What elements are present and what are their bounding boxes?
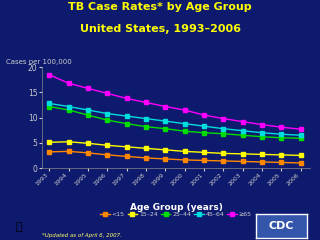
Line: <15: <15 bbox=[48, 150, 302, 165]
Text: Cases per 100,000: Cases per 100,000 bbox=[6, 59, 72, 65]
15–24 bbox=[183, 150, 187, 153]
25–44 bbox=[47, 105, 51, 108]
25–44 bbox=[299, 137, 303, 140]
15–24 bbox=[144, 147, 148, 150]
25–44 bbox=[279, 136, 283, 139]
45–64 bbox=[105, 112, 109, 115]
Text: United States, 1993–2006: United States, 1993–2006 bbox=[79, 24, 241, 34]
≥65 bbox=[67, 82, 71, 85]
<15 bbox=[164, 157, 167, 160]
≥65 bbox=[221, 117, 225, 120]
Legend: <15, 15–24, 25–44, 45–64, ≥65: <15, 15–24, 25–44, 45–64, ≥65 bbox=[98, 210, 254, 220]
≥65 bbox=[125, 97, 129, 100]
<15 bbox=[67, 150, 71, 153]
<15 bbox=[279, 161, 283, 164]
25–44 bbox=[67, 109, 71, 112]
≥65 bbox=[241, 120, 244, 123]
≥65 bbox=[260, 123, 264, 126]
<15 bbox=[299, 162, 303, 164]
<15 bbox=[105, 153, 109, 156]
25–44 bbox=[105, 119, 109, 121]
25–44 bbox=[144, 125, 148, 128]
≥65 bbox=[105, 92, 109, 95]
45–64 bbox=[144, 117, 148, 120]
<15 bbox=[86, 151, 90, 154]
≥65 bbox=[164, 105, 167, 108]
15–24 bbox=[105, 144, 109, 147]
Line: 25–44: 25–44 bbox=[48, 105, 302, 140]
15–24 bbox=[202, 151, 206, 154]
15–24 bbox=[299, 154, 303, 157]
45–64 bbox=[221, 127, 225, 130]
15–24 bbox=[279, 153, 283, 156]
15–24 bbox=[86, 142, 90, 145]
<15 bbox=[241, 160, 244, 163]
15–24 bbox=[67, 140, 71, 143]
≥65 bbox=[279, 126, 283, 129]
15–24 bbox=[164, 148, 167, 151]
25–44 bbox=[260, 135, 264, 138]
Line: 45–64: 45–64 bbox=[48, 102, 302, 137]
25–44 bbox=[221, 132, 225, 135]
≥65 bbox=[202, 114, 206, 117]
15–24 bbox=[47, 141, 51, 144]
≥65 bbox=[86, 87, 90, 90]
45–64 bbox=[241, 129, 244, 132]
<15 bbox=[47, 150, 51, 153]
45–64 bbox=[279, 133, 283, 136]
Text: TB Case Rates* by Age Group: TB Case Rates* by Age Group bbox=[68, 2, 252, 12]
45–64 bbox=[67, 105, 71, 108]
25–44 bbox=[183, 130, 187, 133]
<15 bbox=[202, 159, 206, 162]
<15 bbox=[221, 160, 225, 162]
25–44 bbox=[86, 114, 90, 117]
Text: 🦅: 🦅 bbox=[16, 222, 22, 232]
Text: CDC: CDC bbox=[269, 221, 294, 231]
25–44 bbox=[125, 122, 129, 125]
25–44 bbox=[202, 131, 206, 134]
<15 bbox=[144, 156, 148, 159]
45–64 bbox=[260, 131, 264, 134]
45–64 bbox=[299, 134, 303, 137]
45–64 bbox=[47, 102, 51, 105]
15–24 bbox=[125, 145, 129, 148]
Line: 15–24: 15–24 bbox=[48, 140, 302, 157]
Line: ≥65: ≥65 bbox=[48, 73, 302, 131]
15–24 bbox=[241, 152, 244, 155]
≥65 bbox=[144, 101, 148, 104]
<15 bbox=[183, 158, 187, 161]
Text: *Updated as of April 6, 2007.: *Updated as of April 6, 2007. bbox=[42, 233, 122, 238]
≥65 bbox=[47, 73, 51, 76]
45–64 bbox=[202, 125, 206, 128]
15–24 bbox=[260, 153, 264, 156]
45–64 bbox=[164, 120, 167, 123]
45–64 bbox=[125, 115, 129, 118]
≥65 bbox=[299, 128, 303, 131]
Text: Age Group (years): Age Group (years) bbox=[130, 204, 222, 212]
45–64 bbox=[183, 122, 187, 125]
25–44 bbox=[164, 127, 167, 130]
25–44 bbox=[241, 134, 244, 137]
15–24 bbox=[221, 152, 225, 155]
<15 bbox=[260, 161, 264, 163]
≥65 bbox=[183, 109, 187, 112]
45–64 bbox=[86, 109, 90, 112]
<15 bbox=[125, 155, 129, 158]
